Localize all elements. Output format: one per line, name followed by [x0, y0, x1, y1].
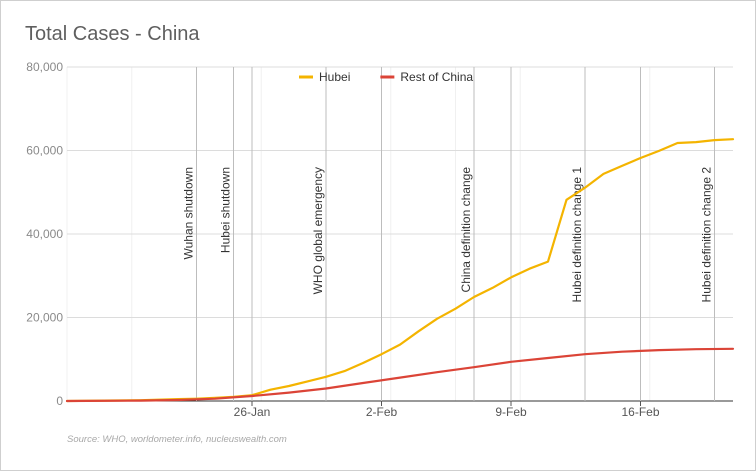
annotation-label: Hubei definition change 1 — [570, 167, 584, 303]
chart-title: Total Cases - China — [25, 23, 200, 45]
y-tick-label: 20,000 — [26, 311, 63, 325]
annotation-label: Hubei definition change 2 — [700, 167, 714, 303]
y-tick-label: 40,000 — [26, 227, 63, 241]
legend-label: Rest of China — [400, 70, 473, 84]
annotation-label: Wuhan shutdown — [182, 167, 196, 260]
x-tick-label: 16-Feb — [621, 405, 659, 419]
legend-label: Hubei — [319, 70, 350, 84]
x-tick-label: 2-Feb — [366, 405, 398, 419]
series-line — [65, 347, 735, 403]
chart-source: Source: WHO, worldometer.info, nucleuswe… — [67, 434, 287, 445]
annotation-label: China definition change — [459, 167, 473, 293]
x-tick-label: 9-Feb — [495, 405, 527, 419]
y-tick-label: 0 — [56, 394, 63, 408]
x-tick-label: 26-Jan — [234, 405, 271, 419]
series-line — [65, 138, 735, 403]
y-tick-label: 80,000 — [26, 60, 63, 74]
y-tick-label: 60,000 — [26, 144, 63, 158]
annotation-label: WHO global emergency — [311, 167, 325, 294]
annotation-label: Hubei shutdown — [219, 167, 233, 253]
